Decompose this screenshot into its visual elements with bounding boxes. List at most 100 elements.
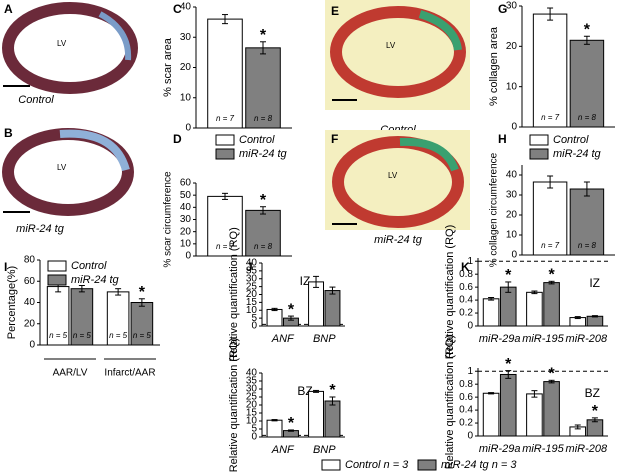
tissue-ring bbox=[332, 136, 464, 228]
y-tick-label: 40 bbox=[506, 170, 518, 181]
significance-star: * bbox=[548, 366, 555, 383]
image-label: LV bbox=[388, 171, 398, 180]
y-axis-label: % collagen area bbox=[488, 26, 500, 106]
y-tick-label: 10 bbox=[180, 238, 192, 249]
y-tick-label: 0 bbox=[251, 321, 257, 332]
y-tick-label: 10 bbox=[246, 305, 258, 316]
y-tick-label: 80 bbox=[24, 255, 36, 266]
n-label: n = 5 bbox=[49, 331, 68, 340]
legend-swatch bbox=[529, 148, 549, 160]
image-label: LV bbox=[57, 163, 67, 172]
bar bbox=[308, 390, 325, 438]
image-label: LV bbox=[57, 39, 67, 48]
y-tick-label: 20 bbox=[506, 210, 518, 221]
image-f: LV miR-24 tg F bbox=[325, 130, 470, 246]
y-tick-label: 25 bbox=[246, 392, 258, 403]
y-tick-label: 0.4 bbox=[459, 295, 473, 306]
y-tick-label: 30 bbox=[246, 273, 258, 284]
legend-label: Control n = 3 bbox=[345, 459, 409, 471]
bar bbox=[207, 18, 243, 129]
y-tick-label: 1 bbox=[467, 256, 473, 267]
collagen bbox=[418, 10, 462, 51]
n-label: n = 7 bbox=[216, 114, 235, 123]
y-tick-label: 0 bbox=[467, 431, 473, 442]
y-tick-label: 0.6 bbox=[459, 282, 473, 293]
significance-star: * bbox=[139, 284, 146, 301]
legend-label: miR-24 tg n = 3 bbox=[441, 459, 517, 471]
bar bbox=[499, 286, 517, 327]
x-tick-label: ANF bbox=[271, 333, 295, 345]
bar bbox=[482, 392, 500, 437]
significance-star: * bbox=[288, 301, 295, 318]
y-axis-label: % collagen circumference bbox=[489, 152, 500, 267]
n-label: n = 5 bbox=[73, 331, 92, 340]
bar bbox=[526, 393, 543, 437]
bar bbox=[532, 13, 568, 128]
tissue-ring bbox=[330, 6, 466, 98]
panel-letter: E bbox=[331, 4, 339, 18]
bar bbox=[245, 47, 281, 129]
tissue-ring bbox=[2, 2, 138, 94]
y-axis-label: % scar circumference bbox=[163, 171, 174, 268]
image-a: LV Control A bbox=[2, 2, 138, 106]
legend-swatch bbox=[47, 260, 67, 272]
legend-label: miR-24 tg bbox=[239, 148, 288, 160]
y-tick-label: 5 bbox=[251, 424, 257, 435]
y-axis-label: Relative quantification (RQ) bbox=[228, 338, 240, 473]
y-axis-label: % scar area bbox=[162, 37, 174, 97]
y-tick-label: 25 bbox=[246, 281, 258, 292]
y-tick-label: 20 bbox=[180, 226, 192, 237]
y-tick-label: 5 bbox=[251, 313, 257, 324]
bar bbox=[266, 308, 283, 327]
significance-star: * bbox=[505, 356, 512, 373]
y-tick-label: 30 bbox=[506, 1, 518, 12]
n-label: n = 5 bbox=[133, 331, 152, 340]
bar bbox=[586, 315, 604, 327]
scar bbox=[98, 11, 132, 61]
subplot-label: IZ bbox=[300, 274, 311, 288]
image-label: LV bbox=[386, 41, 396, 50]
y-tick-label: 35 bbox=[246, 376, 258, 387]
image-b: LV miR-24 tg B bbox=[2, 126, 134, 235]
x-tick-label: miR-195 bbox=[522, 443, 564, 455]
x-tick-label: BNP bbox=[313, 444, 336, 456]
y-tick-label: 50 bbox=[180, 190, 192, 201]
image-caption: miR-24 tg bbox=[374, 234, 423, 246]
y-tick-label: 10 bbox=[180, 92, 192, 103]
significance-star: * bbox=[505, 267, 512, 284]
y-tick-label: 35 bbox=[246, 266, 258, 277]
y-tick-label: 0.8 bbox=[459, 379, 473, 390]
y-tick-label: 15 bbox=[246, 297, 258, 308]
panel-letter: K bbox=[461, 260, 470, 274]
legend-label: miR-24 tg bbox=[553, 148, 602, 160]
y-tick-label: 40 bbox=[246, 368, 258, 379]
y-tick-label: 10 bbox=[506, 81, 518, 92]
legend-swatch bbox=[215, 148, 235, 160]
bar bbox=[543, 282, 560, 327]
y-tick-label: 30 bbox=[506, 190, 518, 201]
bar bbox=[569, 39, 605, 128]
x-tick-label: miR-208 bbox=[566, 443, 608, 455]
panel-letter: C bbox=[173, 2, 182, 16]
panel-letter: H bbox=[498, 132, 507, 146]
bar bbox=[482, 298, 500, 327]
y-tick-label: 60 bbox=[180, 178, 192, 189]
legend-label: Control bbox=[239, 134, 275, 146]
legend-swatch bbox=[215, 134, 235, 146]
n-label: n = 5 bbox=[109, 331, 128, 340]
y-tick-label: 20 bbox=[506, 41, 518, 52]
panel-letter: A bbox=[4, 2, 13, 16]
y-tick-label: 0 bbox=[251, 432, 257, 443]
panel-letter: J bbox=[246, 260, 253, 274]
bar bbox=[245, 209, 281, 257]
collagen bbox=[399, 137, 459, 172]
y-tick-label: 30 bbox=[180, 32, 192, 43]
legend-label: Control bbox=[71, 260, 107, 272]
y-tick-label: 20 bbox=[246, 400, 258, 411]
n-label: n = 7 bbox=[541, 113, 560, 122]
n-label: n = 8 bbox=[578, 113, 597, 122]
y-tick-label: 0 bbox=[185, 123, 191, 134]
x-tick-label: BNP bbox=[313, 333, 336, 345]
subplot-label: IZ bbox=[589, 276, 600, 290]
